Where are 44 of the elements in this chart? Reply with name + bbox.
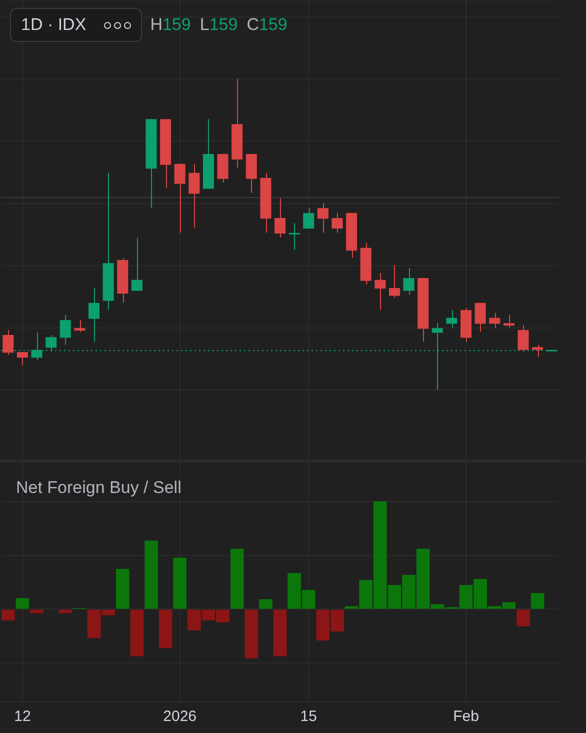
bar [259,599,272,609]
candlestick [2,329,14,356]
candlestick [174,163,186,234]
chart-title: Net Foreign Buy / Sell [16,478,182,498]
candlestick [188,163,200,228]
bar [516,610,530,626]
candlestick [74,320,86,333]
x-tick-label: Feb [453,708,479,726]
candlestick [288,222,300,250]
bar [16,598,30,609]
candlestick [60,314,71,346]
bar [158,610,172,648]
chart-title: 1D · IDX [21,15,86,35]
bar [30,610,44,614]
candlestick [303,208,314,230]
chart-subtitle: H159 L159 C159 [150,15,288,34]
candlestick [403,268,414,296]
candlestick [131,237,142,292]
bar [230,548,244,609]
candlestick [388,264,400,298]
candlestick [518,324,529,352]
candlestick [532,344,544,358]
bar [130,610,144,656]
x-tick-label: 2026 [163,708,197,726]
bar [116,568,130,609]
candlestick [489,312,500,328]
candlestick [374,272,386,310]
bar [244,610,258,658]
x-tick-label: 15 [300,708,317,726]
bar [58,610,72,614]
candlestick [317,202,328,234]
candlestick [332,212,343,234]
bar [273,610,287,656]
bar [2,610,15,620]
bar [530,593,544,609]
x-tick-label: 12 [14,708,31,726]
candlestick [16,352,28,366]
bar [173,558,186,609]
candlestick [274,198,286,238]
candlestick [503,314,514,328]
candlestick [446,310,458,328]
candlestick [88,287,100,342]
candlestick [474,302,486,332]
bar [144,540,158,609]
